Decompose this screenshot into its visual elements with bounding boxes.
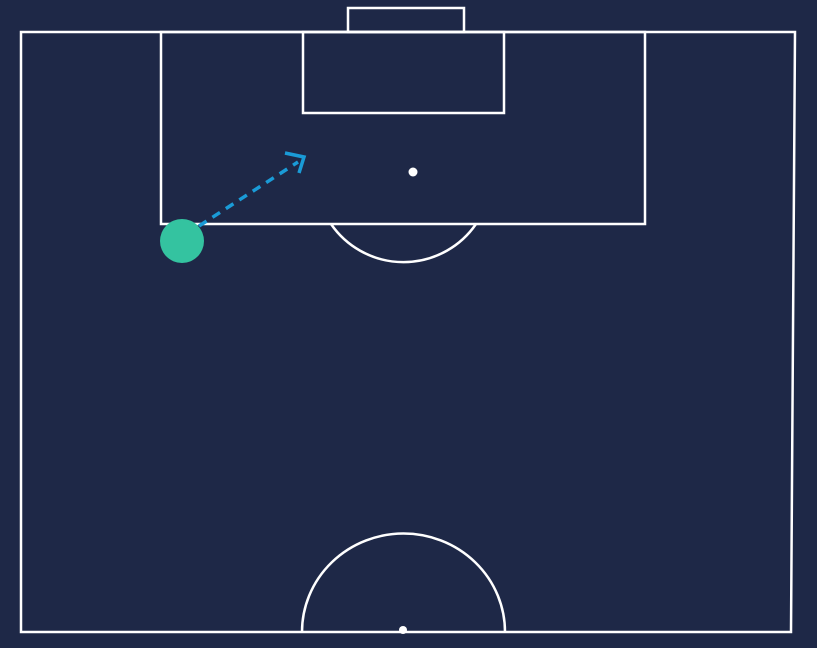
- goal-area: [301, 30, 506, 115]
- center-circle: [300, 532, 507, 633]
- center-spot: [399, 626, 407, 634]
- player-dot-icon: [160, 219, 204, 263]
- pass-arrow-line: [198, 160, 299, 228]
- penalty-spot: [408, 167, 418, 177]
- penalty-arc: [329, 223, 478, 264]
- pass-arrow-icon: [284, 151, 307, 174]
